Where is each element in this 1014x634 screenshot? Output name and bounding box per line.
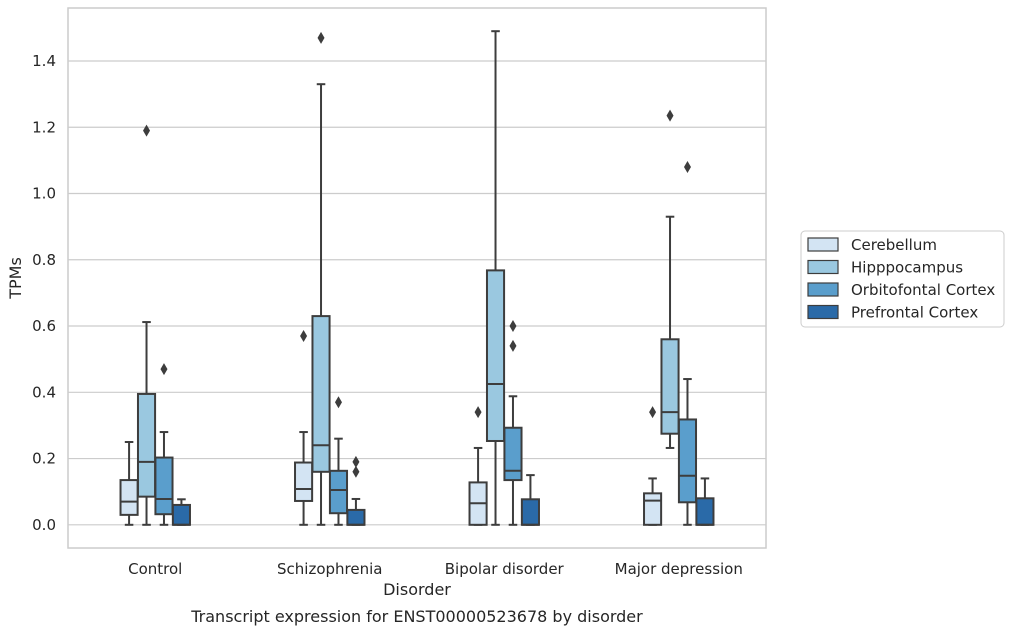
box-bipolar-disorder-cerebellum bbox=[468, 406, 488, 526]
x-axis-title: Disorder bbox=[383, 580, 451, 599]
outlier-point-0 bbox=[300, 329, 308, 342]
box-body bbox=[154, 456, 174, 516]
y-tick-label-7: 1.4 bbox=[32, 52, 56, 70]
box-body bbox=[695, 497, 715, 526]
plot-area-frame bbox=[67, 7, 767, 549]
boxes bbox=[119, 30, 715, 526]
box-bipolar-disorder-hipppocampus bbox=[485, 30, 506, 526]
y-tick-label-2: 0.4 bbox=[32, 383, 56, 401]
y-tick-label-5: 1.0 bbox=[32, 185, 56, 203]
box-major-depression-cerebellum bbox=[643, 406, 663, 526]
box-body bbox=[643, 492, 663, 526]
box-body bbox=[520, 498, 540, 526]
y-tick-labels: 0.0 0.2 0.4 0.6 0.8 1.0 1.2 1.4 bbox=[32, 52, 56, 534]
x-tick-label-control: Control bbox=[128, 560, 182, 578]
box-body bbox=[311, 315, 331, 473]
box-schizophrenia-prefrontal-cortex bbox=[346, 455, 366, 526]
box-body bbox=[677, 418, 698, 504]
outlier-point-0 bbox=[509, 320, 517, 333]
outlier-point-1 bbox=[509, 339, 517, 352]
box-body bbox=[328, 469, 349, 515]
outlier-point-0 bbox=[683, 161, 691, 174]
box-control-hipppocampus bbox=[136, 124, 157, 526]
y-tick-label-1: 0.2 bbox=[32, 450, 56, 468]
legend-swatch-cerebellum bbox=[807, 237, 839, 252]
y-axis-title: TPMs bbox=[6, 257, 25, 300]
outlier-point-0 bbox=[334, 396, 342, 409]
grid-lines bbox=[68, 60, 766, 526]
legend-label-orbitofontal-cortex: Orbitofontal Cortex bbox=[851, 281, 995, 299]
legend-label-cerebellum: Cerebellum bbox=[851, 236, 937, 254]
box-body bbox=[485, 269, 506, 442]
box-body bbox=[171, 503, 191, 526]
outlier-point-0 bbox=[474, 406, 482, 419]
box-major-depression-hipppocampus bbox=[660, 109, 680, 449]
box-control-orbitofontal-cortex bbox=[154, 363, 174, 526]
box-schizophrenia-orbitofontal-cortex bbox=[328, 396, 349, 526]
legend-swatch-orbitofontal-cortex bbox=[807, 282, 839, 297]
legend-label-prefrontal-cortex: Prefrontal Cortex bbox=[851, 304, 978, 322]
box-bipolar-disorder-orbitofontal-cortex bbox=[503, 320, 523, 526]
y-tick-label-0: 0.0 bbox=[32, 516, 56, 534]
legend-frame bbox=[800, 230, 1005, 328]
x-tick-labels: Control Schizophrenia Bipolar disorder Majo… bbox=[128, 560, 743, 578]
x-tick-label-schizophrenia: Schizophrenia bbox=[277, 560, 382, 578]
outlier-point-0 bbox=[352, 455, 360, 468]
legend: Cerebellum Hipppocampus Orbitofontal Corte… bbox=[800, 230, 1005, 328]
outlier-point-0 bbox=[317, 31, 325, 44]
y-tick-label-3: 0.6 bbox=[32, 317, 56, 335]
box-body bbox=[660, 338, 680, 435]
outlier-point-0 bbox=[160, 363, 168, 376]
legend-swatch-prefrontal-cortex bbox=[807, 304, 839, 320]
outlier-point-0 bbox=[649, 406, 657, 419]
box-body bbox=[136, 392, 157, 498]
box-major-depression-orbitofontal-cortex bbox=[677, 161, 698, 526]
y-tick-label-4: 0.8 bbox=[32, 251, 56, 269]
chart-title: Transcript expression for ENST0000052367… bbox=[190, 607, 643, 626]
x-tick-label-major-depression: Major depression bbox=[615, 560, 743, 578]
box-body bbox=[346, 508, 366, 526]
legend-swatch-hipppocampus bbox=[807, 259, 839, 275]
box-control-cerebellum bbox=[119, 440, 139, 526]
box-schizophrenia-hipppocampus bbox=[311, 31, 331, 526]
box-body bbox=[503, 426, 523, 482]
box-body bbox=[119, 479, 139, 516]
box-bipolar-disorder-prefrontal-cortex bbox=[520, 474, 540, 526]
outlier-point-0 bbox=[666, 109, 674, 122]
box-body bbox=[294, 461, 314, 502]
box-control-prefrontal-cortex bbox=[171, 498, 191, 526]
box-major-depression-prefrontal-cortex bbox=[695, 477, 715, 526]
legend-label-hipppocampus: Hipppocampus bbox=[851, 259, 963, 277]
x-tick-label-bipolar-disorder: Bipolar disorder bbox=[445, 560, 565, 578]
outlier-point-1 bbox=[352, 465, 360, 478]
y-tick-label-6: 1.2 bbox=[32, 118, 56, 136]
outlier-point-0 bbox=[143, 124, 151, 137]
box-schizophrenia-cerebellum bbox=[294, 329, 314, 526]
